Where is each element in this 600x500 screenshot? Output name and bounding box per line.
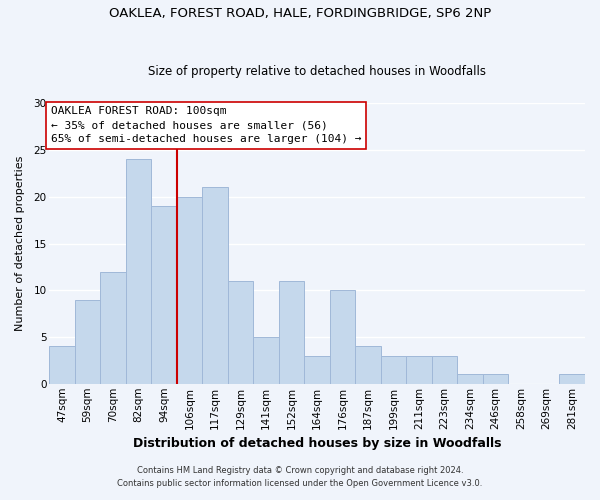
Y-axis label: Number of detached properties: Number of detached properties — [15, 156, 25, 331]
Bar — [381, 356, 406, 384]
Bar — [228, 281, 253, 384]
Bar — [304, 356, 330, 384]
Bar — [100, 272, 126, 384]
Bar — [483, 374, 508, 384]
Bar — [406, 356, 432, 384]
Bar — [559, 374, 585, 384]
Text: OAKLEA FOREST ROAD: 100sqm
← 35% of detached houses are smaller (56)
65% of semi: OAKLEA FOREST ROAD: 100sqm ← 35% of deta… — [50, 106, 361, 144]
X-axis label: Distribution of detached houses by size in Woodfalls: Distribution of detached houses by size … — [133, 437, 502, 450]
Bar — [151, 206, 177, 384]
Bar — [49, 346, 75, 384]
Bar — [126, 160, 151, 384]
Bar — [330, 290, 355, 384]
Bar — [202, 188, 228, 384]
Bar — [355, 346, 381, 384]
Text: OAKLEA, FOREST ROAD, HALE, FORDINGBRIDGE, SP6 2NP: OAKLEA, FOREST ROAD, HALE, FORDINGBRIDGE… — [109, 8, 491, 20]
Bar — [279, 281, 304, 384]
Title: Size of property relative to detached houses in Woodfalls: Size of property relative to detached ho… — [148, 66, 486, 78]
Bar — [253, 337, 279, 384]
Bar — [457, 374, 483, 384]
Bar — [75, 300, 100, 384]
Bar — [432, 356, 457, 384]
Text: Contains HM Land Registry data © Crown copyright and database right 2024.
Contai: Contains HM Land Registry data © Crown c… — [118, 466, 482, 487]
Bar — [177, 197, 202, 384]
